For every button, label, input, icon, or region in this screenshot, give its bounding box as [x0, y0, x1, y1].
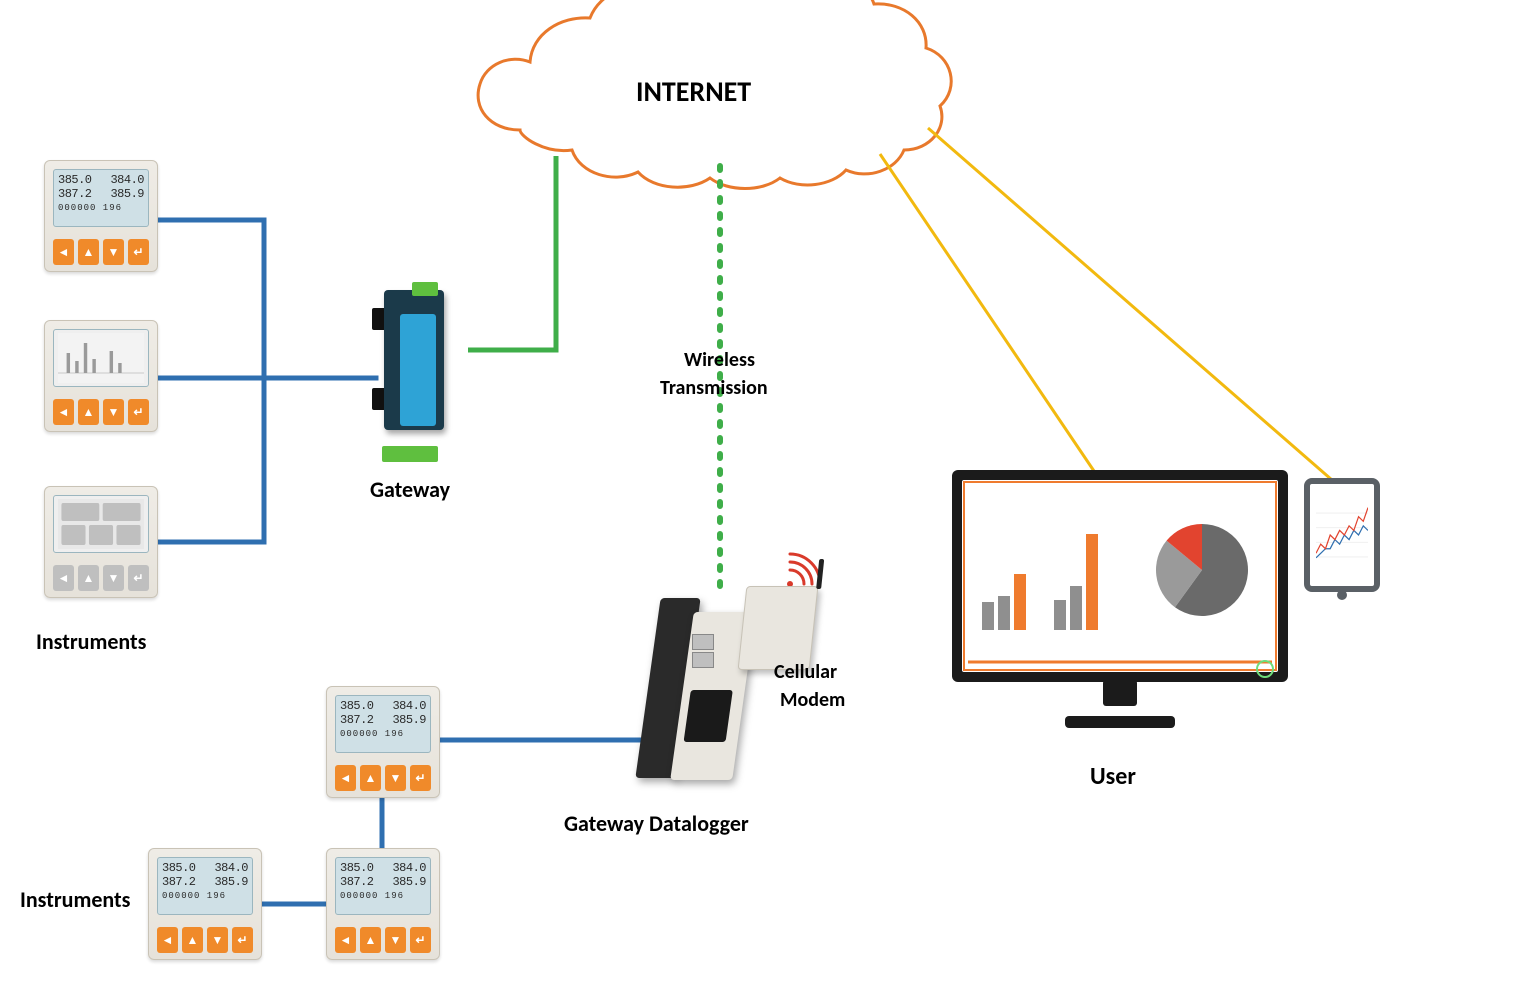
instruments-label: Instruments — [20, 886, 130, 913]
gateway-device — [372, 290, 472, 460]
instrument-meter: 385.0384.0 387.2385.9 000000 196 ◄▲▼↵ — [44, 160, 158, 272]
dashboard-chart — [962, 480, 1278, 672]
gateway-label: Gateway — [370, 476, 450, 503]
wire-a3 — [156, 378, 264, 542]
meter-buttons: ◄▲▼↵ — [53, 239, 149, 265]
home-button-icon — [1337, 590, 1347, 600]
instrument-meter: 385.0384.0 387.2385.9 000000 196 ◄▲▼↵ — [148, 848, 262, 960]
wire-gw-cloud — [468, 156, 556, 350]
instrument-meter: ◄▲▼↵ — [44, 320, 158, 432]
tablet-chart — [1316, 490, 1368, 580]
wireless-label: Wireless — [684, 348, 755, 372]
instruments-label: Instruments — [36, 628, 146, 655]
instrument-meter: 385.0384.0 387.2385.9 000000 196 ◄▲▼↵ — [326, 848, 440, 960]
user-tablet — [1304, 478, 1380, 592]
power-icon — [1256, 660, 1274, 678]
meter-lcd: 385.0384.0 387.2385.9 000000 196 — [53, 169, 149, 227]
cellular-modem — [738, 586, 819, 670]
instrument-meter: ◄▲▼↵ — [44, 486, 158, 598]
datalogger-label: Gateway Datalogger — [564, 810, 749, 837]
user-label: User — [1090, 762, 1136, 791]
meter-lcd — [53, 495, 149, 553]
user-monitor — [952, 470, 1288, 728]
instrument-meter: 385.0384.0 387.2385.9 000000 196 ◄▲▼↵ — [326, 686, 440, 798]
meter-lcd — [53, 329, 149, 387]
wifi-icon — [787, 554, 820, 587]
wire-cloud-tablet — [928, 128, 1332, 480]
cellular-label: Cellular — [774, 660, 837, 684]
wire-a1 — [156, 220, 264, 378]
wire-cloud-monitor — [880, 154, 1096, 474]
diagram-canvas: { "canvas": { "width": 1536, "height": 9… — [0, 0, 1536, 982]
wireless-label: Transmission — [660, 376, 768, 400]
internet-label: INTERNET — [636, 74, 751, 109]
cellular-label: Modem — [780, 688, 845, 712]
